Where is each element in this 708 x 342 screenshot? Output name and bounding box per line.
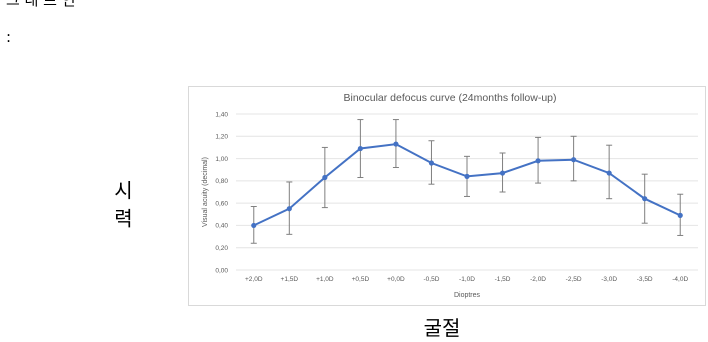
- data-points: [251, 141, 683, 229]
- x-axis-caption-korean: 굴절: [423, 316, 461, 340]
- data-point: [464, 173, 470, 179]
- y-tick-label: 0,00: [215, 267, 228, 274]
- data-point: [571, 157, 577, 163]
- data-point: [357, 145, 363, 152]
- top-caption: 그 래 프 인: [6, 0, 76, 9]
- x-tick-label: -4,0D: [672, 276, 688, 283]
- data-point: [251, 222, 257, 229]
- data-point: [393, 141, 399, 147]
- x-tick-label: -3,5D: [637, 276, 653, 283]
- x-tick-label: +1,5D: [281, 276, 299, 283]
- y-tick-label: 1,40: [215, 111, 228, 118]
- data-point: [677, 212, 683, 218]
- chart-frame: [188, 86, 706, 306]
- x-tick-label: +2,0D: [245, 276, 263, 283]
- y-tick-label: 0,20: [215, 245, 228, 252]
- chart-title: Binocular defocus curve (24months follow…: [343, 92, 556, 104]
- x-tick-label: -1,0D: [459, 276, 475, 283]
- x-tick-label: -2,0D: [530, 276, 546, 283]
- data-point: [322, 174, 328, 181]
- y-tick-label: 0,60: [215, 200, 228, 207]
- x-tick-label: +0,0D: [387, 276, 405, 283]
- y-tick-label: 0,40: [215, 223, 228, 230]
- x-tick-labels: +2,0D +1,5D +1,0D +0,5D +0,0D -0,5D -1,0D -1,5D…: [245, 276, 688, 283]
- data-point: [428, 160, 435, 166]
- x-tick-label: +0,5D: [352, 276, 370, 283]
- y-axis-title: Visual acuity (decimal): [202, 157, 209, 227]
- x-tick-label: -2,5D: [566, 276, 582, 283]
- y-tick-label: 1,00: [215, 156, 228, 163]
- y-tick-labels: 0,00 0,20 0,40 0,60 0,80 1,00 1,20 1,40: [215, 111, 228, 274]
- x-tick-label: -1,5D: [495, 276, 511, 283]
- data-point: [642, 196, 648, 202]
- colon-text: :: [6, 28, 12, 46]
- y-tick-label: 0,80: [215, 178, 228, 185]
- y-axis-caption-korean: 시력: [110, 180, 134, 236]
- x-tick-label: -0,5D: [424, 276, 440, 283]
- defocus-curve-chart: Binocular defocus curve (24months follow…: [188, 86, 706, 306]
- data-point: [606, 170, 612, 176]
- data-point: [535, 158, 541, 164]
- x-tick-label: +1,0D: [316, 276, 334, 283]
- x-axis-title: Dioptres: [454, 292, 481, 299]
- data-point: [499, 170, 506, 176]
- data-point: [286, 206, 292, 212]
- x-tick-label: -3,0D: [601, 276, 617, 283]
- y-tick-label: 1,20: [215, 134, 228, 141]
